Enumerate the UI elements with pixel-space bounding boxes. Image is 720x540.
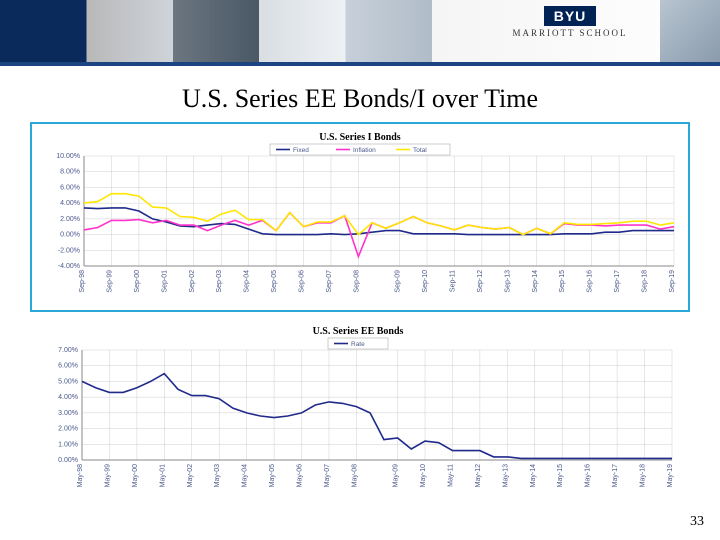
chart-i-legend-label: Inflation xyxy=(353,147,376,154)
chart-ee-xtick: May-19 xyxy=(667,464,674,487)
chart-ee-xtick: May-07 xyxy=(324,464,331,487)
chart-ee-ytick: 6.00% xyxy=(58,363,78,370)
chart-ee-title: U.S. Series EE Bonds xyxy=(313,326,404,337)
chart-ee-xtick: May-12 xyxy=(475,464,482,487)
chart-i-xtick: Sep-07 xyxy=(326,270,333,293)
chart-ee-xtick: May-10 xyxy=(420,464,427,487)
chart-i-ytick: 10.00% xyxy=(56,153,80,160)
chart-i-xtick: Sep-17 xyxy=(614,270,621,293)
chart-i-xtick: Sep-14 xyxy=(532,270,539,293)
chart-i-xtick: Sep-02 xyxy=(189,270,196,293)
chart-i-xtick: Sep-08 xyxy=(353,270,360,293)
chart-ee-xtick: May-99 xyxy=(104,464,111,487)
chart-ee-xtick: May-98 xyxy=(77,464,84,487)
chart-i-title: U.S. Series I Bonds xyxy=(319,132,401,143)
page-number: 33 xyxy=(690,514,704,530)
byu-text: BYU xyxy=(544,6,597,26)
chart-i-ytick: 8.00% xyxy=(60,169,80,176)
chart-ee-ytick: 2.00% xyxy=(58,426,78,433)
chart-ee-xtick: May-11 xyxy=(447,464,454,487)
chart-ee-xtick: May-08 xyxy=(351,464,358,487)
chart-ee-xtick: May-02 xyxy=(187,464,194,487)
chart-i-xtick: Sep-05 xyxy=(271,270,278,293)
chart-ee-ytick: 4.00% xyxy=(58,394,78,401)
chart-i-xtick: Sep-04 xyxy=(244,270,251,293)
chart-ee-xtick: May-01 xyxy=(159,464,166,487)
chart-ee-bonds: U.S. Series EE Bonds Rate 0.00% 1.00% 2.00% 3… xyxy=(30,318,690,504)
chart-i-xtick: Sep-03 xyxy=(216,270,223,293)
chart-ee-xtick: May-03 xyxy=(214,464,221,487)
chart-i-xtick: Sep-11 xyxy=(449,270,456,292)
chart-i-xtick: Sep-06 xyxy=(299,270,306,293)
chart-ee-xtick: May-09 xyxy=(393,464,400,487)
chart-ee-ytick: 0.00% xyxy=(58,457,78,464)
chart-i-xtick: Sep-01 xyxy=(161,270,168,293)
chart-i-xtick: Sep-16 xyxy=(587,270,594,293)
chart-i-series-total xyxy=(84,194,674,235)
chart-ee-ytick: 7.00% xyxy=(58,347,78,354)
chart-i-bonds: U.S. Series I Bonds Fixed Inflation Total -4… xyxy=(30,122,690,312)
chart-i-legend-label: Total xyxy=(413,147,427,154)
chart-i-xtick: Sep-18 xyxy=(642,270,649,293)
chart-i-xtick: Sep-10 xyxy=(422,270,429,293)
chart-i-xtick: Sep-15 xyxy=(559,270,566,293)
chart-i-xtick: Sep-13 xyxy=(504,270,511,293)
chart-i-xtick: Sep-99 xyxy=(106,270,113,293)
chart-i-xtick: Sep-19 xyxy=(669,270,676,293)
chart-ee-ytick: 1.00% xyxy=(58,441,78,448)
chart-ee-xtick: May-17 xyxy=(612,464,619,487)
chart-i-xtick: Sep-12 xyxy=(477,270,484,293)
chart-i-ytick: 0.00% xyxy=(60,232,80,239)
chart-i-xtick: Sep-09 xyxy=(395,270,402,293)
banner: BYU MARRIOTT SCHOOL xyxy=(0,0,720,66)
chart-i-legend-label: Fixed xyxy=(293,147,309,154)
chart-i-ytick: -2.00% xyxy=(58,247,80,254)
banner-building xyxy=(660,0,720,62)
chart-ee-xtick: May-13 xyxy=(502,464,509,487)
chart-ee-xtick: May-04 xyxy=(242,464,249,487)
chart-ee-xtick: May-18 xyxy=(640,464,647,487)
marriott-text: MARRIOTT SCHOOL xyxy=(512,28,627,38)
page-title: U.S. Series EE Bonds/I over Time xyxy=(0,84,720,114)
chart-ee-xtick: May-16 xyxy=(585,464,592,487)
chart-i-ytick: -4.00% xyxy=(58,263,80,270)
chart-i-ytick: 6.00% xyxy=(60,184,80,191)
chart-ee-xtick: May-15 xyxy=(557,464,564,487)
chart-i-xtick: Sep-98 xyxy=(79,270,86,293)
chart-ee-ytick: 3.00% xyxy=(58,410,78,417)
chart-i-ytick: 2.00% xyxy=(60,216,80,223)
byu-logo: BYU MARRIOTT SCHOOL xyxy=(480,6,660,44)
chart-ee-xtick: May-00 xyxy=(132,464,139,487)
chart-ee-xtick: May-06 xyxy=(297,464,304,487)
chart-ee-legend-label: Rate xyxy=(351,341,365,348)
chart-ee-ytick: 5.00% xyxy=(58,378,78,385)
chart-i-ytick: 4.00% xyxy=(60,200,80,207)
chart-ee-xtick: May-05 xyxy=(269,464,276,487)
chart-ee-xtick: May-14 xyxy=(530,464,537,487)
chart-i-xtick: Sep-00 xyxy=(134,270,141,293)
chart-ee-series-rate xyxy=(82,374,672,459)
